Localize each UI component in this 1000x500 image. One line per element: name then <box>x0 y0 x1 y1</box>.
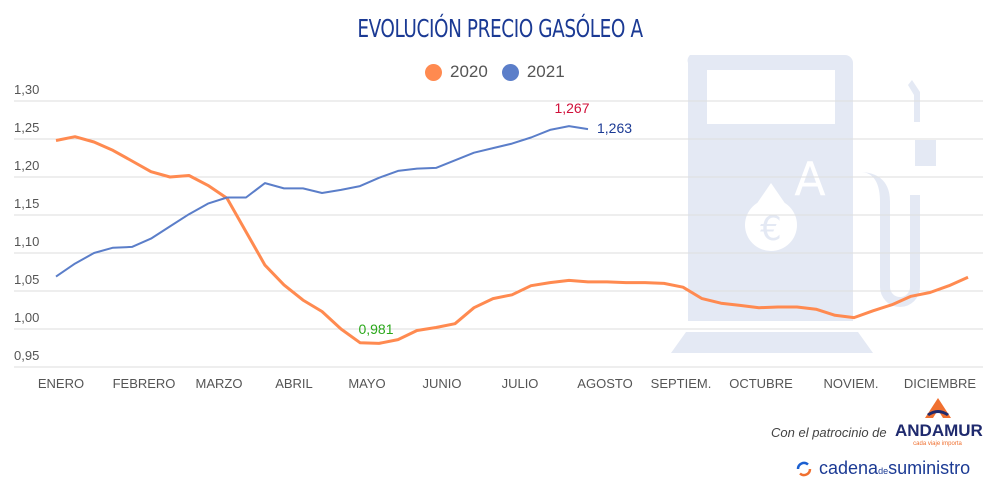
x-tick-label: AGOSTO <box>577 376 632 391</box>
legend-item-2021: 2021 <box>501 62 565 82</box>
legend-marker-2020 <box>425 63 442 81</box>
x-tick-label: NOVIEM. <box>824 376 879 391</box>
x-tick-label: SEPTIEM. <box>651 376 712 391</box>
y-tick-label: 1,30 <box>14 82 39 97</box>
cadena-suministro-logo: cadenadesuministro <box>795 458 970 479</box>
y-axis: 1,30 1,25 1,20 1,15 1,10 1,05 1,00 0,95 <box>14 82 39 363</box>
svg-text:A: A <box>794 152 826 206</box>
series-line-2021 <box>55 125 589 278</box>
x-tick-label: MARZO <box>196 376 243 391</box>
andamur-logo: ANDAMUR cada viaje importa <box>895 398 983 447</box>
sponsor-text: Con el patrocinio de <box>771 425 887 440</box>
data-label: 1,267 <box>554 100 589 116</box>
y-tick-label: 1,15 <box>14 196 39 211</box>
y-tick-label: 1,25 <box>14 120 39 135</box>
annotations: 1,267 1,263 0,981 <box>358 100 632 337</box>
x-tick-label: ABRIL <box>275 376 313 391</box>
x-tick-label: FEBRERO <box>113 376 176 391</box>
refresh-arrows-icon <box>796 461 812 476</box>
data-label: 0,981 <box>358 321 393 337</box>
y-tick-label: 1,05 <box>14 272 39 287</box>
x-tick-label: JULIO <box>502 376 539 391</box>
publisher-de: de <box>878 466 889 476</box>
x-tick-label: JUNIO <box>423 376 462 391</box>
legend-label: 2020 <box>450 62 488 81</box>
publisher-end: suministro <box>888 458 971 478</box>
legend-marker-2021 <box>501 63 519 81</box>
chart-title: EVOLUCIÓN PRECIO GASÓLEO A <box>357 14 643 43</box>
x-tick-label: ENERO <box>38 376 84 391</box>
sponsor-name: ANDAMUR <box>895 421 983 440</box>
andamur-logo-icon <box>924 398 951 418</box>
legend-label: 2021 <box>526 62 565 81</box>
sponsor-tagline: cada viaje importa <box>913 441 962 447</box>
x-axis: ENERO FEBRERO MARZO ABRIL MAYO JUNIO JULIO AGOS… <box>38 376 977 391</box>
series-lines <box>55 125 969 345</box>
y-tick-label: 1,00 <box>14 310 39 325</box>
fuel-pump-watermark: € A <box>671 55 936 353</box>
y-tick-label: 0,95 <box>14 348 39 363</box>
legend: 2020 2021 <box>425 62 565 82</box>
publisher-main: cadena <box>819 458 879 478</box>
x-tick-label: DICIEMBRE <box>904 376 977 391</box>
y-tick-label: 1,20 <box>14 158 39 173</box>
x-tick-label: MAYO <box>348 376 385 391</box>
gridlines <box>14 100 983 368</box>
svg-text:€: € <box>760 209 782 249</box>
data-label: 1,263 <box>597 120 632 136</box>
y-tick-label: 1,10 <box>14 234 39 249</box>
legend-item-2020: 2020 <box>425 62 488 82</box>
x-tick-label: OCTUBRE <box>729 376 793 391</box>
